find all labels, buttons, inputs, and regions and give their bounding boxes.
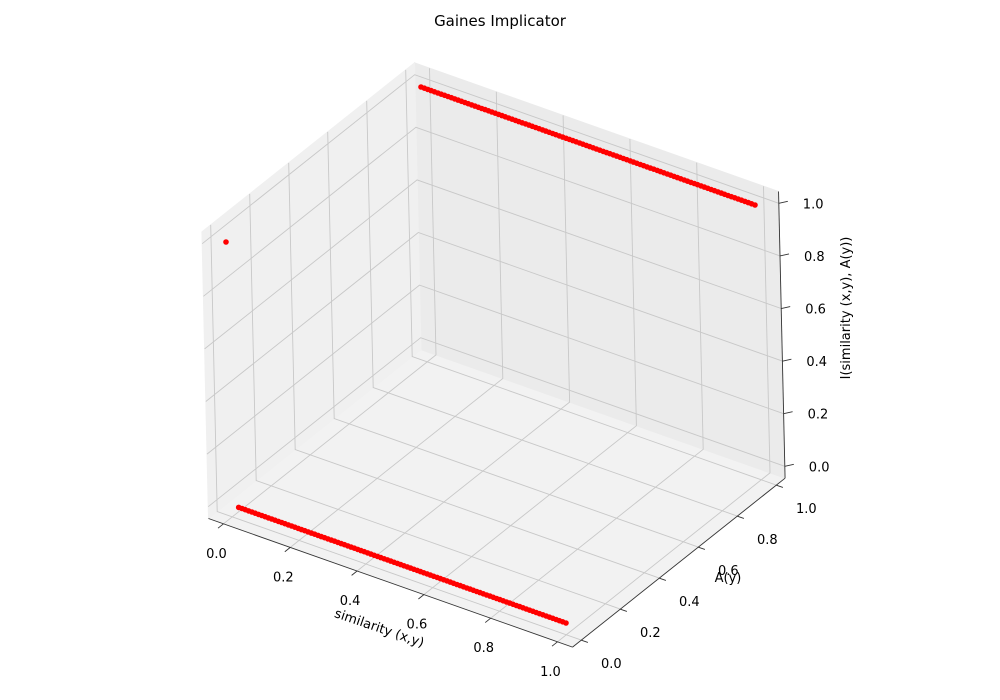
axis-lines: [208, 191, 786, 648]
chart-title: Gaines Implicator: [434, 12, 566, 30]
x-tick-label: 0.0: [206, 547, 227, 562]
y-tick-label: 0.6: [718, 564, 739, 579]
z-gridline: [207, 337, 785, 508]
y-tick: [581, 639, 589, 643]
x-tick: [484, 617, 491, 623]
y-axis-label: A(y): [715, 571, 742, 586]
z-tick: [783, 411, 793, 415]
y-tick: [698, 546, 706, 550]
z-tick: [778, 200, 788, 204]
y-axis-line: [572, 477, 786, 648]
tick-marks: [217, 200, 794, 647]
y-gridline: [288, 162, 660, 579]
z-tick-label: 0.0: [809, 460, 830, 475]
x-tick: [551, 641, 558, 647]
x-tick: [217, 523, 224, 529]
z-tick-label: 0.8: [804, 250, 825, 265]
y-gridline: [405, 69, 777, 486]
z-tick: [784, 463, 794, 467]
data-points: [223, 84, 758, 626]
x-tick: [418, 594, 425, 600]
z-gridline: [204, 179, 782, 350]
y-gridline: [327, 131, 699, 548]
x-gridline: [290, 91, 504, 548]
x-tick-label: 1.0: [540, 665, 561, 680]
z-tick-label: 0.2: [808, 408, 829, 423]
z-tick-label: 1.0: [803, 197, 824, 212]
x-gridline: [423, 138, 637, 595]
data-point: [223, 239, 229, 245]
z-tick: [779, 253, 790, 257]
z-gridline: [206, 284, 784, 455]
x-gridline: [223, 68, 437, 525]
x-gridline: [356, 115, 571, 572]
x-tick-label: 0.4: [340, 594, 361, 609]
y-gridline: [366, 100, 738, 517]
y-tick: [620, 608, 628, 612]
y-tick: [659, 577, 667, 581]
x-gridline: [490, 162, 704, 619]
z-gridline: [201, 74, 779, 245]
tick-labels: 0.0 0.2 0.4 0.6 0.8 1.0 0.0 0.2 0.4 0.6 0.8 1.0 0.0 0…: [206, 197, 829, 679]
z-axis-line: [778, 191, 786, 479]
z-tick-label: 0.4: [806, 355, 827, 370]
x-tick-label: 0.8: [473, 641, 494, 656]
x-tick-label: 0.6: [407, 618, 428, 633]
data-point: [563, 620, 569, 626]
y-gridline: [249, 193, 621, 610]
z-gridline: [203, 126, 781, 297]
y-tick: [776, 484, 784, 488]
x-gridline: [557, 186, 771, 643]
z-tick: [782, 358, 792, 362]
y-tick-label: 0.4: [679, 595, 700, 610]
x-tick: [284, 547, 291, 553]
z-axis-label: I(similarity (x,y), A(y)): [839, 237, 854, 380]
y-gridline: [210, 224, 582, 641]
x-tick: [351, 570, 358, 576]
y-tick-label: 0.8: [757, 533, 778, 548]
y-tick-label: 1.0: [796, 502, 817, 517]
axis-panes: [201, 61, 787, 648]
z-tick: [781, 306, 791, 309]
y-tick-label: 0.0: [601, 657, 622, 672]
gridlines: [201, 68, 785, 643]
side-pane: [201, 61, 422, 520]
y-tick: [737, 515, 745, 519]
data-point: [752, 202, 758, 208]
x-tick-label: 0.2: [273, 570, 294, 585]
y-tick-label: 0.2: [640, 626, 661, 641]
z-gridline: [205, 231, 783, 402]
z-tick-label: 0.6: [805, 303, 826, 318]
x-axis-line: [208, 518, 573, 648]
